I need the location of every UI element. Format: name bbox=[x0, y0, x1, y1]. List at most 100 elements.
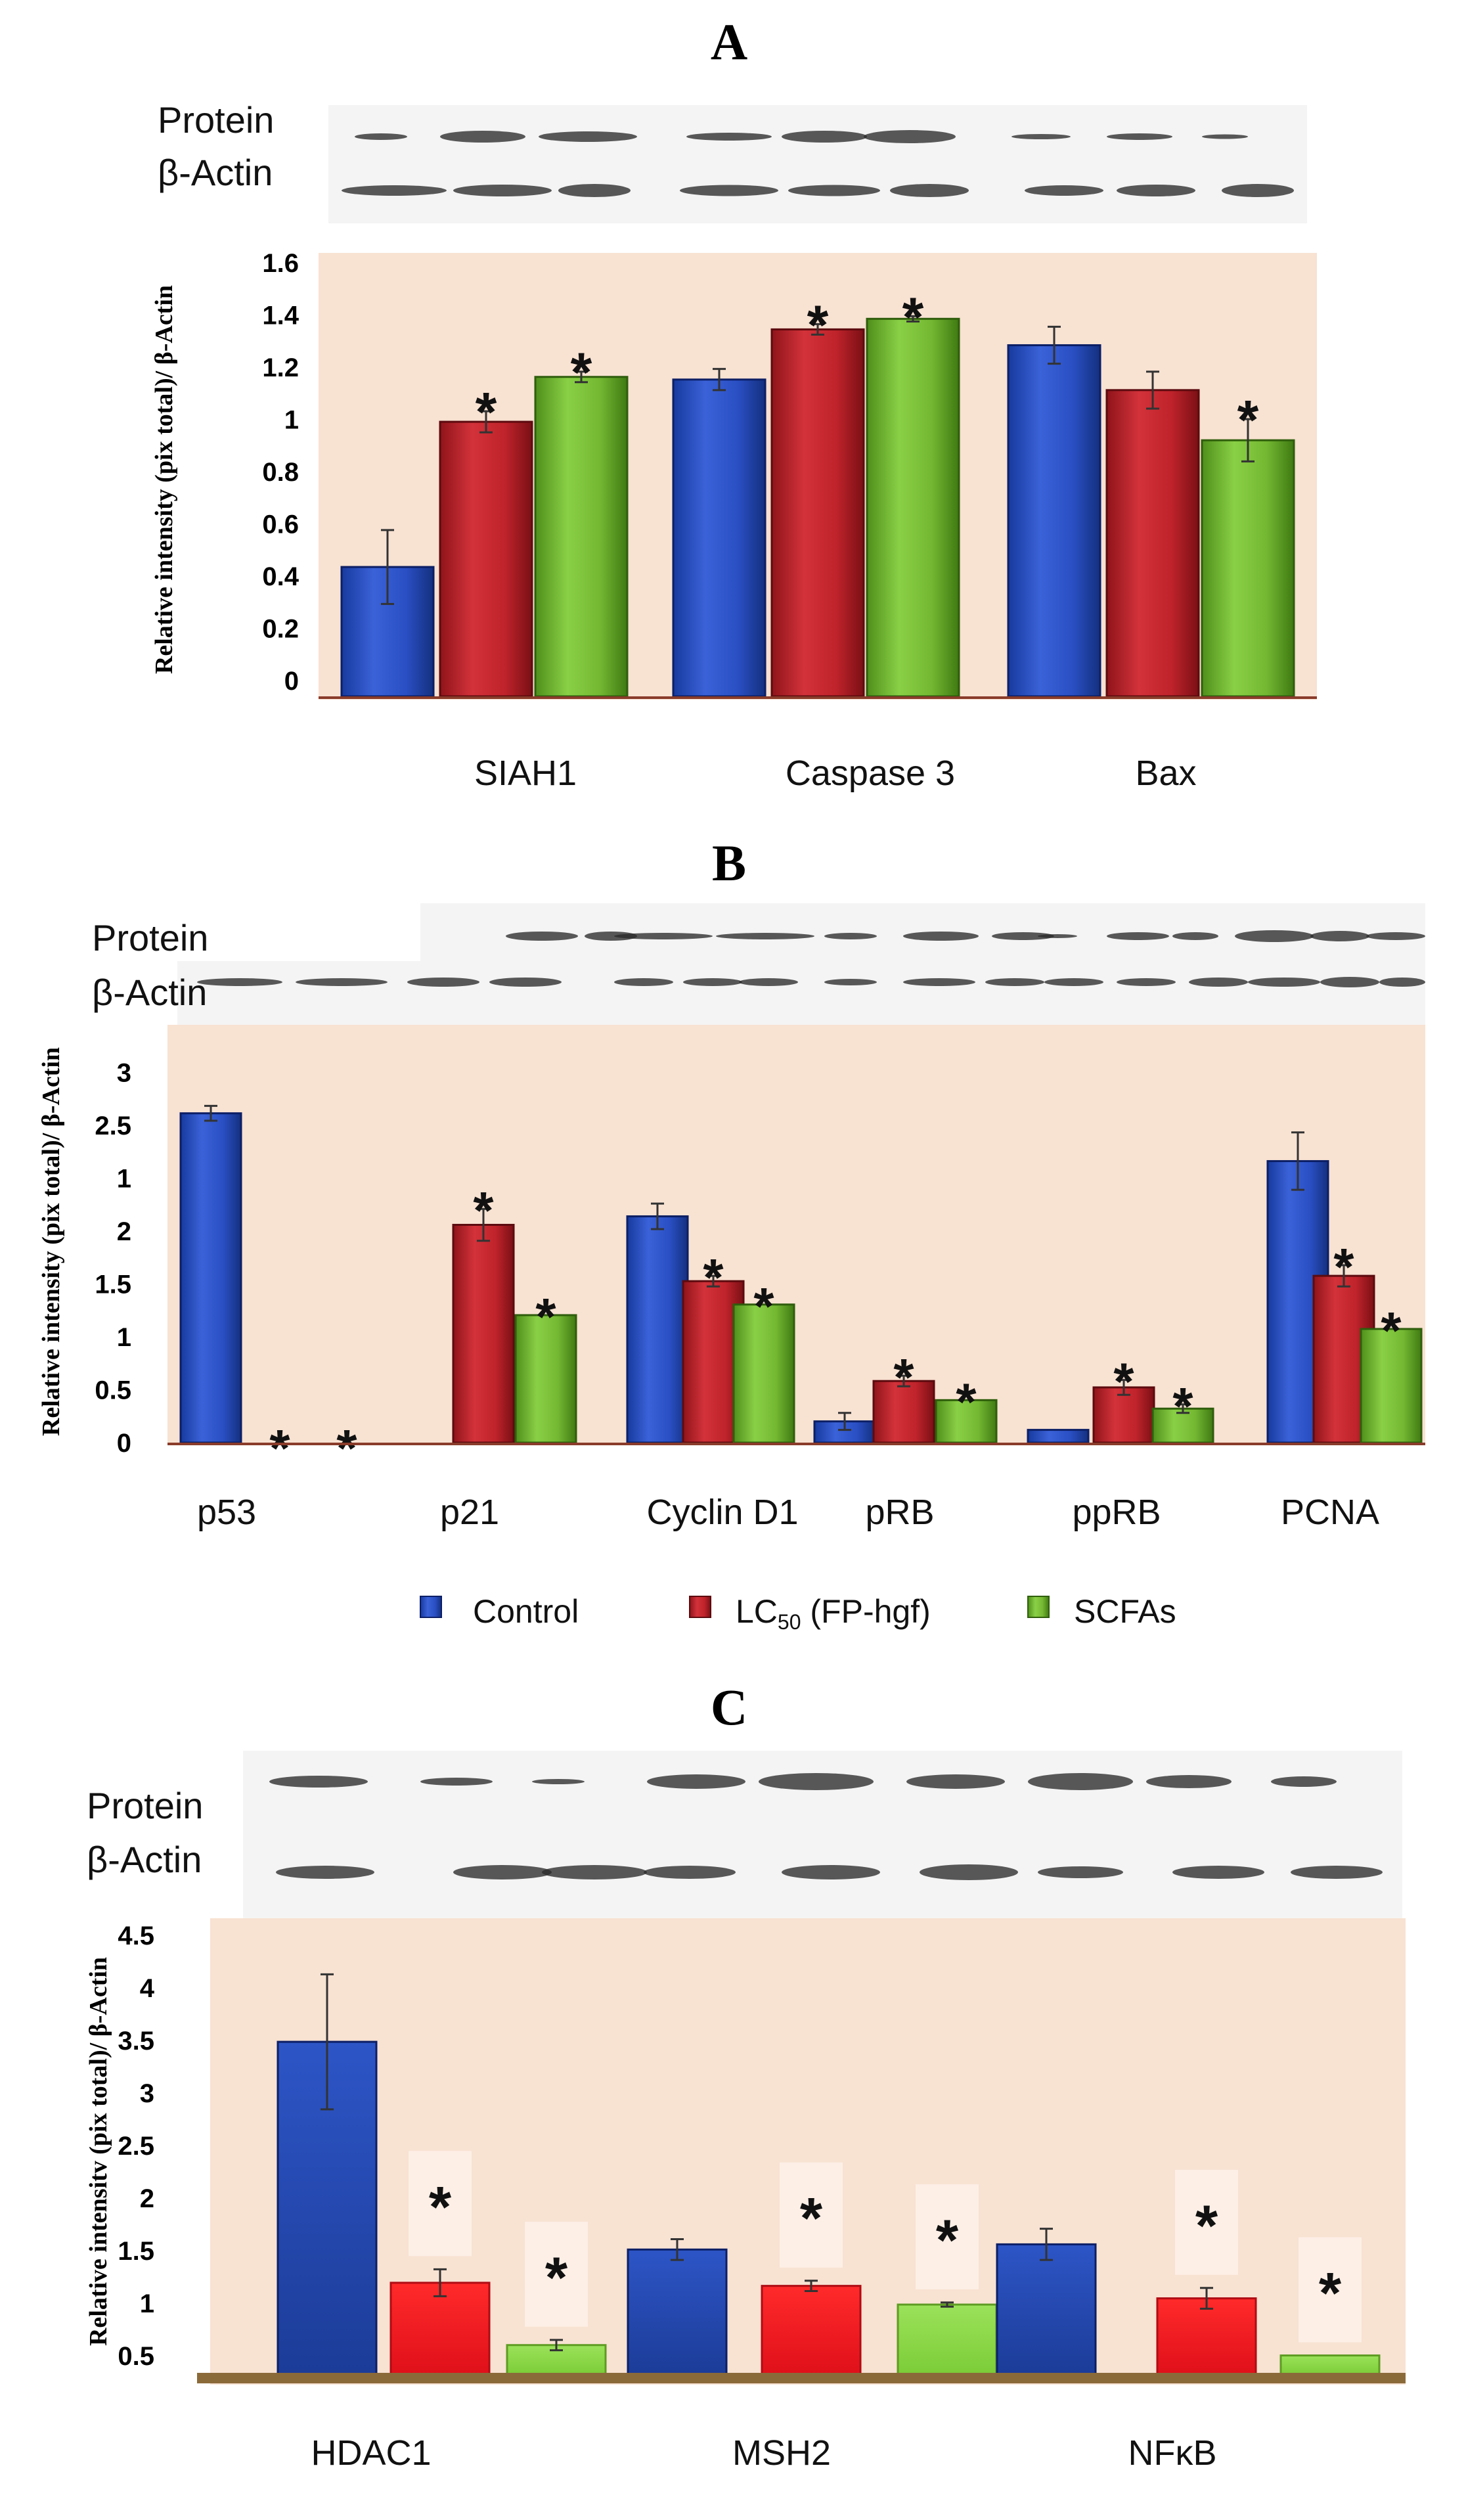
legend-swatch-control bbox=[420, 1596, 442, 1618]
significance-star: * bbox=[800, 2186, 823, 2251]
y-tick-label: 2 bbox=[117, 1217, 131, 1246]
category-label: p53 bbox=[197, 1493, 256, 1532]
blot-band bbox=[440, 131, 525, 143]
panel-a-blot: Protein β-Actin bbox=[158, 99, 1307, 223]
legend-swatch-lc50 bbox=[689, 1596, 711, 1618]
category-label: ppRB bbox=[1072, 1493, 1161, 1532]
panel-b-categories: p53 p21 Cyclin D1 pRB ppRB PCNA bbox=[197, 1493, 1379, 1532]
significance-star: * bbox=[956, 1372, 977, 1431]
y-tick-label: 2.5 bbox=[95, 1112, 131, 1140]
error-bar bbox=[906, 315, 920, 323]
star-box bbox=[1175, 2169, 1238, 2275]
error-bar bbox=[1048, 325, 1061, 365]
y-tick-label: 1.2 bbox=[262, 353, 299, 382]
blot-band bbox=[342, 185, 447, 196]
error-bar bbox=[550, 2339, 563, 2352]
panel-a: A Protein β-Actin Relative intensity (pi… bbox=[150, 13, 1317, 793]
panel-c-blot: Protein β-Actin bbox=[87, 1751, 1402, 1918]
blot-band bbox=[1011, 134, 1071, 139]
error-bar bbox=[805, 2280, 818, 2293]
star-box bbox=[780, 2162, 843, 2268]
blot-band bbox=[1310, 931, 1369, 941]
bar-1-1-2 bbox=[514, 1314, 577, 1444]
significance-star: * bbox=[535, 1288, 556, 1346]
error-bar bbox=[1241, 418, 1255, 462]
blot-band bbox=[276, 1866, 374, 1879]
blot-band bbox=[906, 1774, 1005, 1789]
category-label: p21 bbox=[440, 1493, 499, 1532]
blot-band bbox=[1038, 1866, 1123, 1878]
significance-star: * bbox=[571, 342, 592, 403]
blot-band bbox=[788, 185, 880, 196]
panel-a-title: A bbox=[711, 13, 747, 70]
blot-band bbox=[739, 978, 798, 986]
star-box bbox=[1299, 2237, 1362, 2343]
significance-star: * bbox=[336, 1419, 357, 1477]
blot-band bbox=[542, 1865, 647, 1879]
blot-band bbox=[269, 1776, 368, 1788]
bar-0-1-2 bbox=[866, 317, 960, 698]
star-box bbox=[525, 2221, 588, 2327]
significance-star: * bbox=[269, 1419, 290, 1477]
blot-band bbox=[686, 133, 772, 141]
bar-2-1-2 bbox=[897, 2303, 998, 2375]
panel-a-y-label: Relative intensity (pix total)/ β-Actin bbox=[150, 285, 178, 674]
legend-swatch-scfas bbox=[1027, 1596, 1050, 1618]
error-bar bbox=[204, 1104, 217, 1122]
blot-band bbox=[1044, 978, 1103, 986]
blot-band bbox=[1038, 934, 1077, 938]
significance-star: * bbox=[545, 2245, 568, 2310]
error-bar bbox=[897, 1374, 910, 1387]
panel-a-blot-row-protein: Protein bbox=[158, 99, 274, 141]
legend-label-lc50: LC50 (FP-hgf) bbox=[736, 1593, 931, 1634]
bar-1-2-0 bbox=[626, 1215, 689, 1444]
significance-star: * bbox=[936, 2207, 959, 2272]
y-tick-label: 0.5 bbox=[95, 1376, 131, 1405]
category-label: SIAH1 bbox=[474, 754, 577, 793]
bar-2-1-0 bbox=[627, 2248, 728, 2375]
blot-band bbox=[1028, 1773, 1133, 1790]
panel-c-y-ticks: 0.5 1 1.5 2 2.5 3 3.5 4 4.5 bbox=[118, 1922, 154, 2371]
blot-band bbox=[539, 131, 637, 142]
y-tick-label: 2.5 bbox=[118, 2132, 154, 2161]
panel-b-bars: * * * * * * * * * * * * bbox=[179, 1104, 1423, 1477]
panel-c-baseline bbox=[197, 2373, 1406, 2383]
star-box bbox=[916, 2184, 979, 2289]
blot-band bbox=[489, 978, 562, 987]
y-tick-label: 1.6 bbox=[262, 249, 299, 278]
panel-a-blot-row-actin: β-Actin bbox=[158, 152, 273, 193]
category-label: PCNA bbox=[1281, 1493, 1379, 1532]
blot-band bbox=[197, 978, 282, 986]
panel-b-blot-row-protein: Protein bbox=[92, 917, 208, 958]
blot-band bbox=[532, 1779, 585, 1784]
blot-band bbox=[903, 932, 979, 941]
category-label: MSH2 bbox=[732, 2433, 831, 2473]
bar-0-1-0 bbox=[672, 378, 766, 698]
blot-band bbox=[585, 932, 637, 941]
error-bar bbox=[713, 368, 726, 392]
blot-band bbox=[824, 933, 877, 939]
legend: Control LC50 (FP-hgf) SCFAs bbox=[420, 1593, 1176, 1634]
significance-star: * bbox=[753, 1277, 774, 1336]
panel-b-y-ticks: 0 0.5 1 1.5 2 1 2.5 3 bbox=[95, 1059, 131, 1458]
blot-band bbox=[903, 978, 975, 986]
bar-0-0-1 bbox=[439, 420, 533, 698]
y-tick-label: 3.5 bbox=[118, 2027, 154, 2056]
bar-0-2-1 bbox=[1105, 389, 1200, 698]
bar-0-1-1 bbox=[770, 328, 865, 698]
panel-c-categories: HDAC1 MSH2 NFκB bbox=[311, 2433, 1216, 2473]
y-tick-label: 3 bbox=[140, 2079, 154, 2108]
y-tick-label: 2 bbox=[140, 2184, 154, 2213]
panel-b-title: B bbox=[712, 834, 746, 891]
significance-star: * bbox=[902, 286, 924, 348]
error-bar bbox=[1146, 371, 1159, 410]
bar-0-0-2 bbox=[534, 376, 629, 698]
y-tick-label: 0.6 bbox=[262, 510, 299, 539]
blot-band bbox=[1271, 1776, 1337, 1787]
error-bar bbox=[381, 529, 394, 605]
y-tick-label: 0.5 bbox=[118, 2342, 154, 2371]
significance-star: * bbox=[429, 2174, 452, 2239]
panel-c-y-label: Relative intensitv (pix total)/ β-Actin bbox=[85, 1957, 112, 2346]
error-bar bbox=[321, 1973, 334, 2111]
